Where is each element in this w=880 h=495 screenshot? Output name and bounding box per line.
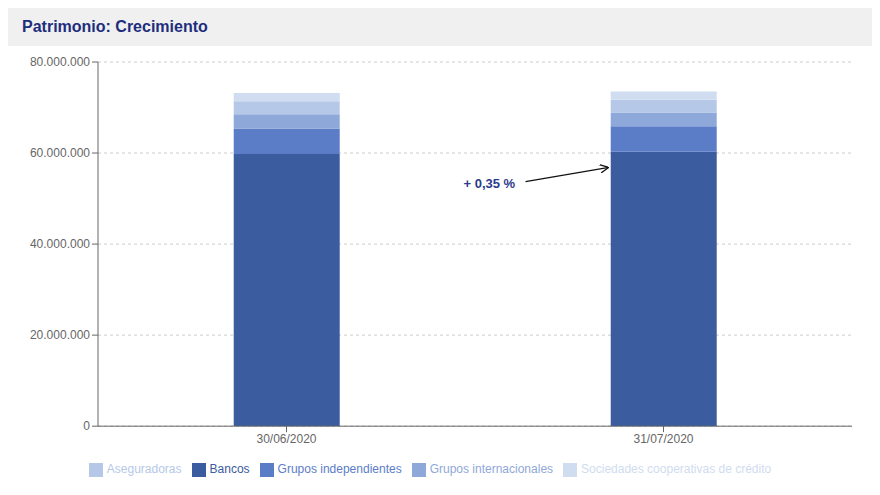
svg-text:0: 0 — [83, 419, 90, 433]
html-text:Aseguradoras: Aseguradoras — [106, 462, 182, 477]
svg-text:80.000.000: 80.000.000 — [30, 55, 90, 69]
svg-text:60.000.000: 60.000.000 — [30, 146, 90, 160]
html-text:Bancos: Bancos — [209, 462, 250, 477]
svg-text:20.000.000: 20.000.000 — [30, 328, 90, 342]
html-text:Grupos internacionales: Grupos internacionales — [429, 462, 554, 477]
svg-text:31/07/2020: 31/07/2020 — [633, 432, 693, 446]
html-text:Sociedades cooperativas de cré: Sociedades cooperativas de crédito — [581, 462, 772, 477]
svg-text:30/06/2020: 30/06/2020 — [256, 432, 316, 446]
html-text:Patrimonio: Crecimiento: Patrimonio: Crecimiento — [22, 18, 208, 35]
svg-text:40.000.000: 40.000.000 — [30, 237, 90, 251]
html-text:Grupos independientes: Grupos independientes — [277, 462, 402, 477]
svg-text:+ 0,35 %: + 0,35 % — [464, 176, 516, 191]
